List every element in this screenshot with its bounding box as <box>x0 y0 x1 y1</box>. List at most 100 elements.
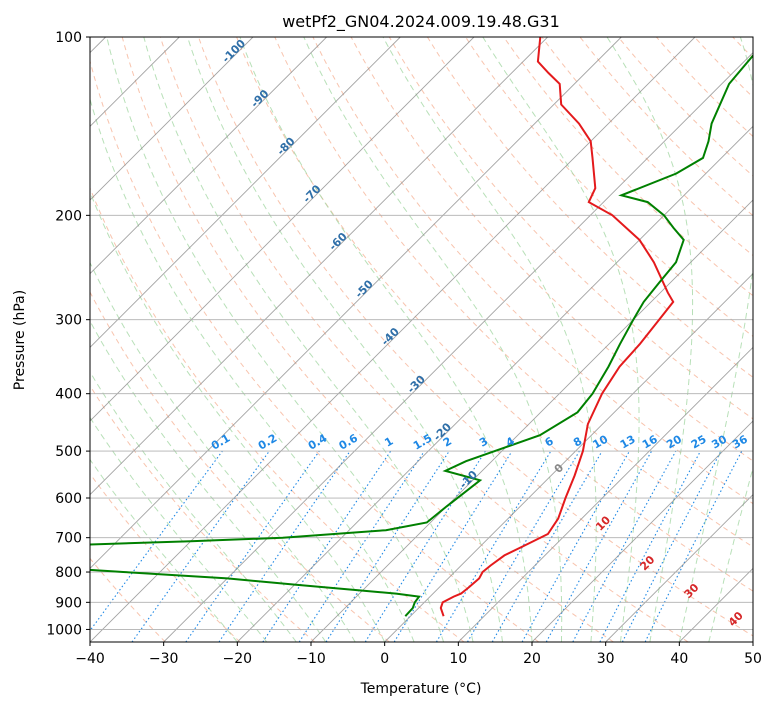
isotherm-line <box>752 641 753 642</box>
x-tick-label: 10 <box>449 651 467 667</box>
mixing-ratio-line <box>521 450 630 642</box>
y-tick-label: 600 <box>55 491 82 507</box>
dry-adiabat <box>90 472 241 642</box>
y-tick-label: 200 <box>55 208 82 224</box>
mixing-ratio-line <box>545 450 653 642</box>
isotherm-line <box>90 37 622 569</box>
moist-adiabat-label: 40 <box>726 609 746 629</box>
y-tick-label: 400 <box>55 387 82 403</box>
x-tick-label: −30 <box>149 651 179 667</box>
isotherm-label: -10 <box>457 468 480 491</box>
pressure-gridlines <box>90 37 753 630</box>
moist-adiabat <box>382 37 597 642</box>
mixing-ratio-line <box>298 450 425 642</box>
y-tick-label: 800 <box>55 565 82 581</box>
isotherm-line <box>90 37 327 275</box>
isotherm-line <box>310 199 753 642</box>
mixing-ratio-label: 36 <box>730 432 750 451</box>
moist-adiabat <box>303 37 563 642</box>
dry-adiabat <box>90 59 540 642</box>
y-tick-label: 500 <box>55 444 82 460</box>
dry-adiabat <box>426 37 753 378</box>
y-tick-label: 1000 <box>46 622 82 638</box>
mixing-ratio-line <box>599 450 701 642</box>
mixing-ratio-label: 0.1 <box>209 432 232 453</box>
dry-adiabat <box>90 384 316 642</box>
x-tick-label: 30 <box>597 651 615 667</box>
background-lines <box>90 37 775 642</box>
isotherm-line <box>458 346 753 642</box>
isotherm-label: -40 <box>379 325 402 348</box>
mixing-ratio-line <box>644 450 743 642</box>
moist-adiabat <box>90 416 268 642</box>
dry-adiabat <box>312 37 753 505</box>
isotherm-line <box>237 125 753 642</box>
x-tick-label: 50 <box>744 651 762 667</box>
moist-adiabat-label: 20 <box>637 553 657 573</box>
y-tick-label: 300 <box>55 313 82 329</box>
isotherm-line <box>531 420 753 642</box>
y-tick-label: 100 <box>55 30 82 46</box>
mixing-ratio-line <box>185 450 320 642</box>
isotherm-label: -70 <box>300 182 323 205</box>
moist-adiabat <box>90 190 386 642</box>
profile-series <box>90 37 753 617</box>
dry-adiabat <box>771 37 775 642</box>
y-axis-label: Pressure (hPa) <box>12 290 28 390</box>
dry-adiabat <box>274 37 753 548</box>
isotherm-line <box>605 494 753 642</box>
isotherm-line <box>384 273 753 642</box>
mixing-ratio-line <box>325 450 450 642</box>
mixing-ratio-line <box>90 450 223 632</box>
mixing-ratio-line <box>393 450 513 642</box>
isotherm-label: -80 <box>274 135 297 158</box>
moist-adiabat <box>106 37 445 642</box>
mixing-ratio-label: 8 <box>571 435 584 450</box>
x-tick-label: 0 <box>380 651 389 667</box>
isotherm-line <box>90 37 548 496</box>
chart-title: wetPf2_GN04.2024.009.19.48.G31 <box>282 12 560 32</box>
mixing-ratio-line <box>572 450 677 642</box>
isotherm-line <box>163 52 753 642</box>
moist-adiabat <box>239 37 533 642</box>
moist-adiabat <box>482 37 640 642</box>
x-tick-label: 40 <box>670 651 688 667</box>
y-tick-label: 700 <box>55 531 82 547</box>
mixing-ratio-label: 2 <box>441 435 454 450</box>
moist-adiabat <box>708 465 753 642</box>
dry-adiabat <box>732 37 753 59</box>
dry-adiabat <box>90 291 390 642</box>
moist-adiabat <box>90 261 356 642</box>
mixing-ratio-label: 25 <box>689 433 709 452</box>
x-tick-label: −20 <box>223 651 253 667</box>
x-tick-label: 20 <box>523 651 541 667</box>
dry-adiabat <box>236 37 753 592</box>
y-axis: 100 200 300 400 500 600 700 800 900 1000 <box>46 30 90 638</box>
dry-adiabat <box>694 37 753 98</box>
plot-frame <box>89 36 754 643</box>
isotherm-line <box>90 37 254 201</box>
x-tick-label: −10 <box>296 651 326 667</box>
mixing-ratio-line <box>218 450 351 642</box>
moist-adiabat <box>90 370 297 642</box>
mixing-ratio-line <box>131 450 270 642</box>
isotherm-label: -50 <box>353 277 376 300</box>
mixing-ratio-line <box>262 450 392 642</box>
moist-adiabat <box>678 37 753 642</box>
y-tick-label: 900 <box>55 595 82 611</box>
moist-adiabat <box>187 37 503 642</box>
x-axis: −40 −30 −20 −10 0 10 20 30 40 50 <box>75 642 762 667</box>
dry-adiabat <box>121 37 614 642</box>
moist-adiabat <box>143 37 474 642</box>
dry-adiabat <box>503 37 753 297</box>
isotherm-label: -30 <box>405 373 428 396</box>
isotherm-line <box>679 567 753 642</box>
dry-adiabat <box>656 37 753 138</box>
dry-adiabat <box>159 37 689 642</box>
moist-adiabat <box>90 320 327 642</box>
mixing-ratio-label: 6 <box>543 434 556 449</box>
dry-adiabat <box>350 37 753 462</box>
isotherm-label: -100 <box>220 37 249 66</box>
mixing-ratio-label: 10 <box>591 432 611 451</box>
